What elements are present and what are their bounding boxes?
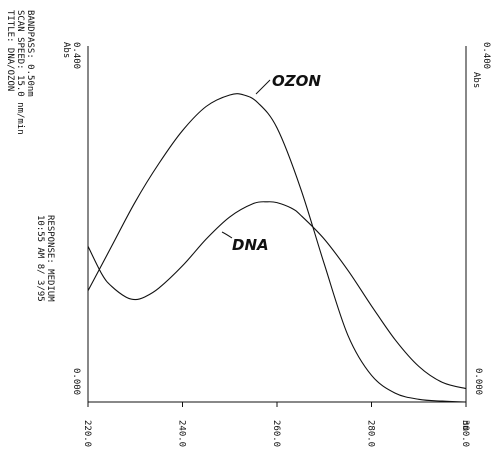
header-bandpass: BANDPASS: 0.50nm <box>25 10 35 97</box>
x-tick-labels: 220.0 240.0 260.0 280.0 300.0nm <box>82 402 470 447</box>
x-tick-label: 240.0 <box>177 420 187 447</box>
series-line-dna <box>87 201 467 390</box>
header-block: TITLE: DNA/OZON SCAN SPEED: 15.0 nm/min … <box>5 10 35 135</box>
x-tick-label: 300.0 <box>460 420 470 447</box>
y-axis-label-right: Abs <box>471 72 481 88</box>
x-axis-label: nm <box>460 420 470 431</box>
annotation-dna: DNA <box>232 236 269 254</box>
y-tick-label-bottom-left: 0.000 <box>71 368 81 395</box>
header-scan-speed: SCAN SPEED: 15.0 nm/min <box>15 10 25 135</box>
y-tick-label-bottom-right: 0.000 <box>473 368 483 395</box>
annotation-dna-pointer <box>221 231 233 239</box>
x-tick-label: 220.0 <box>82 420 92 447</box>
y-axis-label-left: Abs <box>61 42 71 58</box>
y-tick-label-top-right: 0.400 <box>481 42 491 69</box>
header-block-2: 10:55 AM 8/ 3/95 RESPONSE: MEDIUM <box>35 215 55 302</box>
y-tick-label-top-left: 0.400 <box>71 42 81 69</box>
header-response: RESPONSE: MEDIUM <box>45 215 55 302</box>
x-tick-label: 260.0 <box>271 420 281 447</box>
x-tick-label: 280.0 <box>366 420 376 447</box>
annotation-ozon-pointer <box>255 79 271 95</box>
series-line-ozon <box>87 93 467 403</box>
annotation-ozon: OZON <box>272 72 321 90</box>
header-title: TITLE: DNA/OZON <box>5 10 15 91</box>
header-timestamp: 10:55 AM 8/ 3/95 <box>35 215 45 302</box>
